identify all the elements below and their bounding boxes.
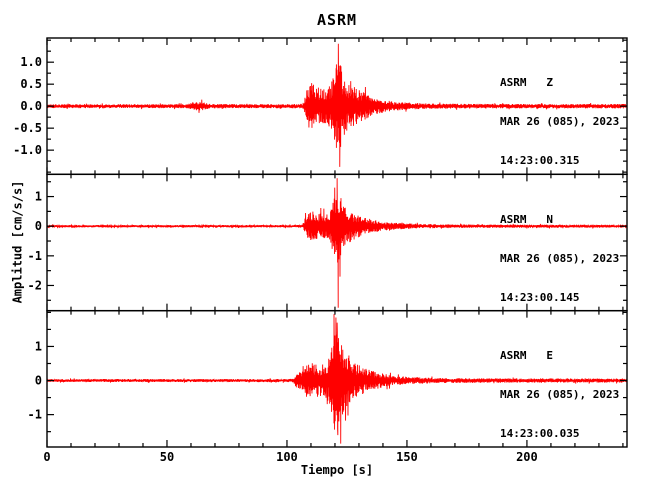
panel-annotation-z: ASRM Z MAR 26 (085), 2023 14:23:00.315 <box>500 50 619 193</box>
y-tick-label: 0 <box>35 374 42 388</box>
y-tick-label: 0.5 <box>20 77 42 91</box>
panel-annotation-n: ASRM N MAR 26 (085), 2023 14:23:00.145 <box>500 187 619 330</box>
x-tick-label: 200 <box>516 450 538 464</box>
y-axis-label: Amplitud [cm/s/s] <box>10 180 25 304</box>
y-tick-label: 1.0 <box>20 55 42 69</box>
event-time-label: 14:23:00.145 <box>500 291 580 304</box>
x-tick-label: 150 <box>396 450 418 464</box>
seismic-trace-1 <box>46 178 628 308</box>
y-tick-label: -2 <box>28 278 42 292</box>
seismic-trace-0 <box>46 43 628 167</box>
y-tick-label: -1 <box>28 249 42 263</box>
station-component-label: ASRM Z <box>500 76 553 89</box>
x-tick-label: 0 <box>43 450 50 464</box>
event-time-label: 14:23:00.035 <box>500 427 580 440</box>
panel-2: 1 0 -1 <box>28 309 628 448</box>
event-time-label: 14:23:00.315 <box>500 154 580 167</box>
event-date-label: MAR 26 (085), 2023 <box>500 252 620 265</box>
event-date-label: MAR 26 (085), 2023 <box>500 388 620 401</box>
panel-annotation-e: ASRM E MAR 26 (085), 2023 14:23:00.035 <box>500 323 619 466</box>
x-axis-label: Tiempo [s] <box>300 463 374 477</box>
station-component-label: ASRM N <box>500 213 553 226</box>
station-component-label: ASRM E <box>500 349 553 362</box>
y-tick-label: 1 <box>35 339 42 353</box>
plot-title: ASRM <box>316 11 358 29</box>
y-tick-label: 1 <box>35 190 42 204</box>
y-tick-label: 0 <box>35 219 42 233</box>
y-tick-label: 0.0 <box>20 99 42 113</box>
x-tick-label: 100 <box>276 450 298 464</box>
y-tick-label: -1 <box>28 408 42 422</box>
panel-frame <box>46 309 628 448</box>
event-date-label: MAR 26 (085), 2023 <box>500 115 620 128</box>
y-tick-label: -0.5 <box>13 121 42 135</box>
x-tick-label: 50 <box>160 450 174 464</box>
y-tick-label: -1.0 <box>13 143 42 157</box>
seismic-trace-2 <box>46 314 628 444</box>
